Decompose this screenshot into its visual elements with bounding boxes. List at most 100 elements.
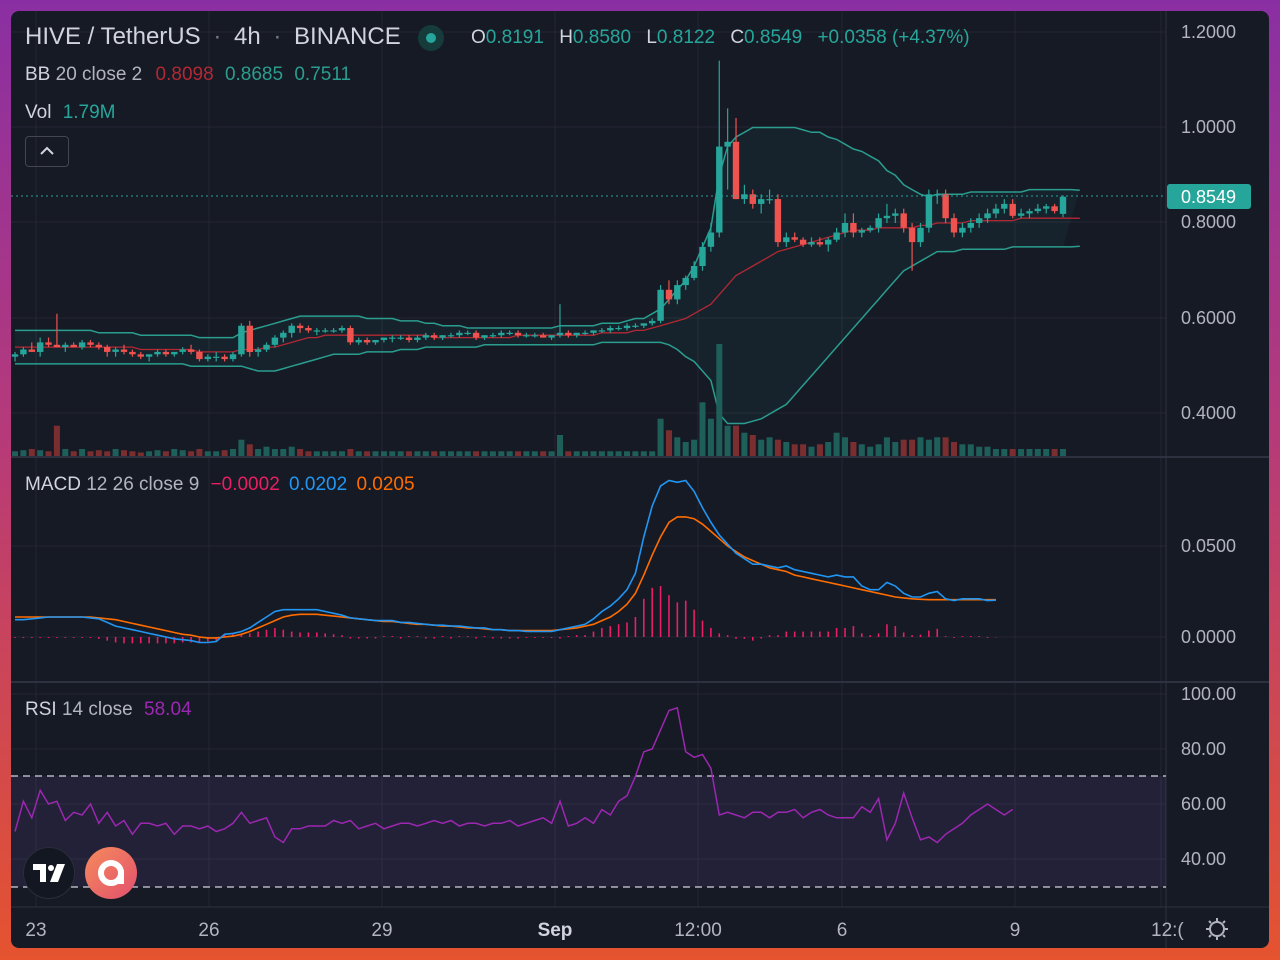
volume-bar (230, 449, 236, 456)
volume-bar (909, 439, 916, 456)
candle-body (439, 335, 446, 338)
candle-body (732, 141, 740, 200)
macd-hist-value: −0.0002 (210, 474, 280, 495)
volume-bar (305, 451, 312, 456)
volume-bar (800, 444, 807, 456)
candle-body (816, 242, 824, 245)
volume-bar (682, 442, 689, 456)
tradingview-logo[interactable] (23, 847, 75, 899)
volume-bar (171, 449, 178, 456)
volume-bar (481, 451, 488, 456)
app-logo[interactable] (85, 847, 137, 899)
volume-bar (45, 451, 52, 456)
rsi-line (14, 706, 1014, 844)
candle-body (322, 330, 329, 332)
candle-body (724, 141, 731, 147)
high-value: 0.8580 (572, 27, 632, 48)
candle-body (791, 237, 798, 240)
volume-bar (816, 444, 823, 456)
symbol-legend[interactable]: HIVE / TetherUS · 4h · BINANCE (25, 23, 401, 50)
volume-bar (774, 439, 781, 456)
vol-value: 1.79M (62, 102, 116, 123)
time-tick: 12:( (1151, 920, 1184, 941)
price-axis[interactable]: 1.2000 1.0000 0.8000 0.6000 0.4000 (1181, 22, 1236, 423)
bb-params: 20 close 2 (55, 64, 143, 85)
candle-body (280, 332, 287, 338)
volume-bar (557, 435, 563, 456)
volume-bar (992, 449, 999, 456)
market-status-icon[interactable] (418, 25, 444, 51)
candle-body (1059, 196, 1067, 214)
macd-tick: 0.0000 (1181, 627, 1236, 647)
volume-bar (959, 444, 966, 456)
candle-body (70, 344, 77, 348)
candle-body (347, 328, 354, 343)
bb-lower: 0.7511 (294, 64, 352, 85)
volume-bar (892, 442, 899, 456)
volume-bar (925, 439, 932, 456)
candle-body (472, 332, 480, 338)
volume-bar (506, 451, 513, 456)
bb-legend[interactable]: BB 20 close 2 0.8098 0.8685 0.7511 (25, 64, 351, 86)
volume-bar (674, 437, 681, 456)
candle-body (20, 349, 27, 355)
change-value: +0.0358 (+4.37%) (817, 27, 970, 48)
price-tick: 0.4000 (1181, 403, 1236, 423)
candle-body (925, 194, 933, 228)
candle-body (380, 337, 388, 340)
rsi-tick: 100.00 (1181, 684, 1236, 704)
volume-bar (355, 451, 362, 456)
volume-bar (565, 451, 572, 456)
rsi-legend[interactable]: RSI 14 close 58.04 (25, 699, 192, 721)
volume-bar (691, 439, 698, 456)
volume-bar (942, 437, 949, 456)
volume-bar (104, 451, 111, 456)
macd-lines (14, 479, 997, 644)
volume-bar (749, 435, 756, 456)
candle-body (263, 344, 270, 350)
candle-body (221, 356, 228, 360)
candle-body (305, 328, 312, 331)
volume-bar (951, 442, 957, 456)
candle-body (607, 328, 614, 331)
macd-legend[interactable]: MACD 12 26 close 9 −0.0002 0.0202 0.0205 (25, 474, 415, 496)
rsi-axis[interactable]: 100.00 80.00 60.00 40.00 (1181, 684, 1236, 869)
volume-bar (632, 451, 639, 456)
candles[interactable] (11, 60, 1067, 362)
chart-canvas[interactable]: 1.2000 1.0000 0.8000 0.6000 0.4000 0.854… (11, 11, 1269, 948)
volume-bar (833, 432, 840, 456)
bb-fill (15, 127, 1080, 424)
volume-bar (204, 451, 211, 456)
volume-bar (422, 451, 429, 456)
candle-body (87, 342, 94, 345)
candle-body (674, 285, 681, 300)
chart-frame: 1.2000 1.0000 0.8000 0.6000 0.4000 0.854… (11, 11, 1269, 948)
time-tick: 29 (371, 920, 392, 941)
volume-bar (146, 451, 153, 456)
volume-bar (95, 450, 102, 456)
volume-bar (1026, 449, 1033, 456)
macd-axis[interactable]: 0.0500 0.0000 (1181, 536, 1236, 647)
candle-body (137, 354, 144, 357)
gear-icon[interactable] (1206, 918, 1228, 940)
symbol-name[interactable]: HIVE / TetherUS (25, 23, 201, 50)
candle-body (1009, 203, 1016, 216)
time-axis[interactable]: 23 26 29 Sep 12:00 6 9 12:( (25, 920, 1184, 941)
collapse-legend-button[interactable] (25, 136, 69, 167)
candle-body (749, 194, 756, 204)
macd-tick: 0.0500 (1181, 536, 1236, 556)
candle-body (313, 330, 320, 332)
candle-body (179, 349, 186, 352)
volume-bar (640, 451, 647, 456)
candle-body (774, 199, 782, 243)
last-price-badge: 0.8549 (1167, 184, 1251, 209)
volume-bar (246, 444, 253, 456)
interval[interactable]: 4h (233, 23, 261, 50)
candle-body (950, 218, 958, 233)
volume-bar (129, 451, 136, 456)
volume-bar (221, 450, 228, 456)
vol-legend[interactable]: Vol 1.79M (25, 102, 116, 124)
bb-upper: 0.8685 (224, 64, 284, 85)
volume-bar (649, 451, 656, 456)
rsi-tick: 60.00 (1181, 794, 1226, 814)
